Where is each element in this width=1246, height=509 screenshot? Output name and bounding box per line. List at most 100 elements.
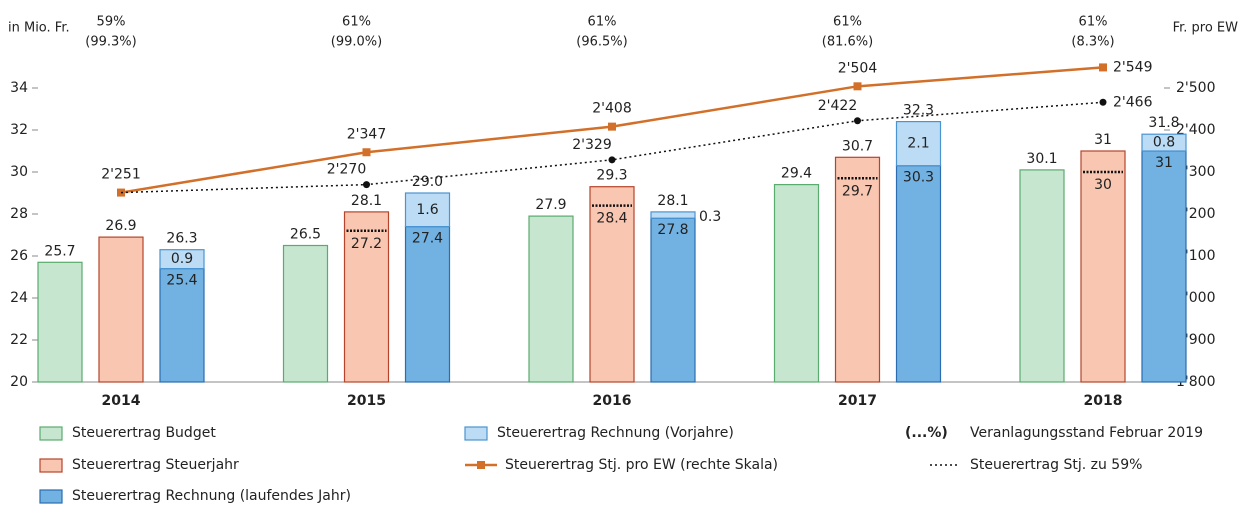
total-label: 26.3 xyxy=(166,231,197,247)
line-label: 2'422 xyxy=(818,98,857,114)
top-status: (81.6%) xyxy=(822,35,873,50)
total-label: 31.8 xyxy=(1148,115,1179,131)
legend-marker xyxy=(477,461,485,469)
budget-bar xyxy=(528,215,574,383)
legend-label: Steuerertrag Rechnung (laufendes Jahr) xyxy=(72,488,351,504)
vorjahre-bar xyxy=(159,249,205,270)
point xyxy=(1099,63,1107,72)
vorjahre-bar xyxy=(404,192,451,228)
legend-swatch xyxy=(39,458,63,473)
value-label: 27.9 xyxy=(535,197,566,213)
value-label: 31 xyxy=(1155,155,1173,171)
value-label: 26.5 xyxy=(290,227,321,243)
vorjahre-bar xyxy=(650,211,696,219)
category-label: 2017 xyxy=(838,393,877,409)
steuerjahr-bar xyxy=(98,236,144,383)
value-label: 25.4 xyxy=(166,273,197,289)
value-label: 27.4 xyxy=(412,231,443,247)
point xyxy=(853,82,862,91)
y-tick-label: 24 xyxy=(10,290,28,306)
legend-label: Steuerertrag Stj. zu 59% xyxy=(970,457,1142,473)
point xyxy=(608,122,616,131)
point xyxy=(363,181,370,189)
legend-swatch xyxy=(39,489,63,504)
y-tick-label: 32 xyxy=(10,122,28,138)
value-label: 26.9 xyxy=(105,218,136,234)
value-label: 1.6 xyxy=(416,202,438,218)
legend-label: Steuerertrag Stj. pro EW (rechte Skala) xyxy=(505,457,778,473)
budget-bar xyxy=(773,184,820,383)
y-tick-label: 20 xyxy=(10,374,28,390)
budget-bar xyxy=(282,244,329,383)
top-status: (96.5%) xyxy=(576,35,627,50)
budget-bar xyxy=(37,261,83,383)
value-label: 30.3 xyxy=(903,170,934,186)
legend-swatch xyxy=(39,426,63,441)
legend-label: Steuerertrag Rechnung (Vorjahre) xyxy=(497,425,734,441)
marker-label: 29.7 xyxy=(842,183,873,199)
top-share: 61% xyxy=(1079,15,1108,30)
category-label: 2014 xyxy=(102,393,141,409)
value-label: 29.3 xyxy=(596,168,627,184)
steuerjahr-bar xyxy=(589,186,635,383)
line-label: 2'466 xyxy=(1113,94,1153,110)
legend-label: Steuerertrag Steuerjahr xyxy=(72,457,239,473)
value-label: 0.8 xyxy=(1153,135,1175,151)
legend-note-text: Veranlagungsstand Februar 2019 xyxy=(970,425,1203,441)
steuerjahr-bar xyxy=(1080,150,1126,383)
y-tick-label: 30 xyxy=(10,164,28,180)
rechnung-bar xyxy=(1141,150,1187,383)
value-label: 25.7 xyxy=(44,243,75,259)
top-share: 61% xyxy=(833,15,862,30)
top-share: 61% xyxy=(342,15,371,30)
legend-label: Steuerertrag Budget xyxy=(72,425,216,441)
marker-label: 27.2 xyxy=(351,236,382,252)
steuerjahr-bar xyxy=(834,156,881,383)
value-label: 30.7 xyxy=(842,138,873,154)
value-label: 2.1 xyxy=(907,136,929,152)
rechnung-bar xyxy=(650,217,696,383)
value-label: 0.3 xyxy=(699,209,721,225)
value-label: 29.4 xyxy=(781,166,812,182)
category-label: 2015 xyxy=(347,393,386,409)
rechnung-bar xyxy=(404,226,451,383)
legend-note-symbol: (...%) xyxy=(905,425,948,441)
top-status: (99.3%) xyxy=(85,35,136,50)
line-label: 2'549 xyxy=(1113,59,1152,75)
value-label: 28.1 xyxy=(351,193,382,209)
y2-tick-label: 2'500 xyxy=(1176,80,1215,96)
y-tick-label: 34 xyxy=(10,80,28,96)
line-label: 2'251 xyxy=(101,167,140,183)
marker-label: 28.4 xyxy=(596,211,627,227)
top-share: 59% xyxy=(97,15,126,30)
vorjahre-bar xyxy=(1141,133,1187,152)
budget-bar xyxy=(1019,169,1065,383)
line-label: 2'347 xyxy=(347,126,386,142)
vorjahre-bar xyxy=(895,120,942,167)
category-label: 2018 xyxy=(1084,393,1123,409)
total-label: 32.3 xyxy=(903,103,934,119)
rechnung-bar xyxy=(159,268,205,383)
point xyxy=(854,117,861,125)
value-label: 0.9 xyxy=(171,251,193,267)
line-label: 2'270 xyxy=(327,162,366,178)
top-status: (99.0%) xyxy=(331,35,382,50)
line-label: 2'329 xyxy=(572,137,611,153)
line-label: 2'408 xyxy=(592,101,631,117)
category-label: 2016 xyxy=(593,393,632,409)
marker-label: 30 xyxy=(1094,177,1112,193)
y-tick-label: 22 xyxy=(10,332,28,348)
total-label: 29.0 xyxy=(412,174,443,190)
top-share: 61% xyxy=(588,15,617,30)
value-label: 27.8 xyxy=(657,222,688,238)
value-label: 30.1 xyxy=(1026,151,1057,167)
y-tick-label: 28 xyxy=(10,206,28,222)
steuerjahr-bar xyxy=(343,211,390,383)
y2-axis-label: Fr. pro EW xyxy=(1173,21,1239,36)
y-tick-label: 26 xyxy=(10,248,28,264)
point xyxy=(1099,98,1107,106)
line-label: 2'504 xyxy=(838,60,878,76)
value-label: 31 xyxy=(1094,132,1112,148)
legend-swatch xyxy=(464,426,488,441)
